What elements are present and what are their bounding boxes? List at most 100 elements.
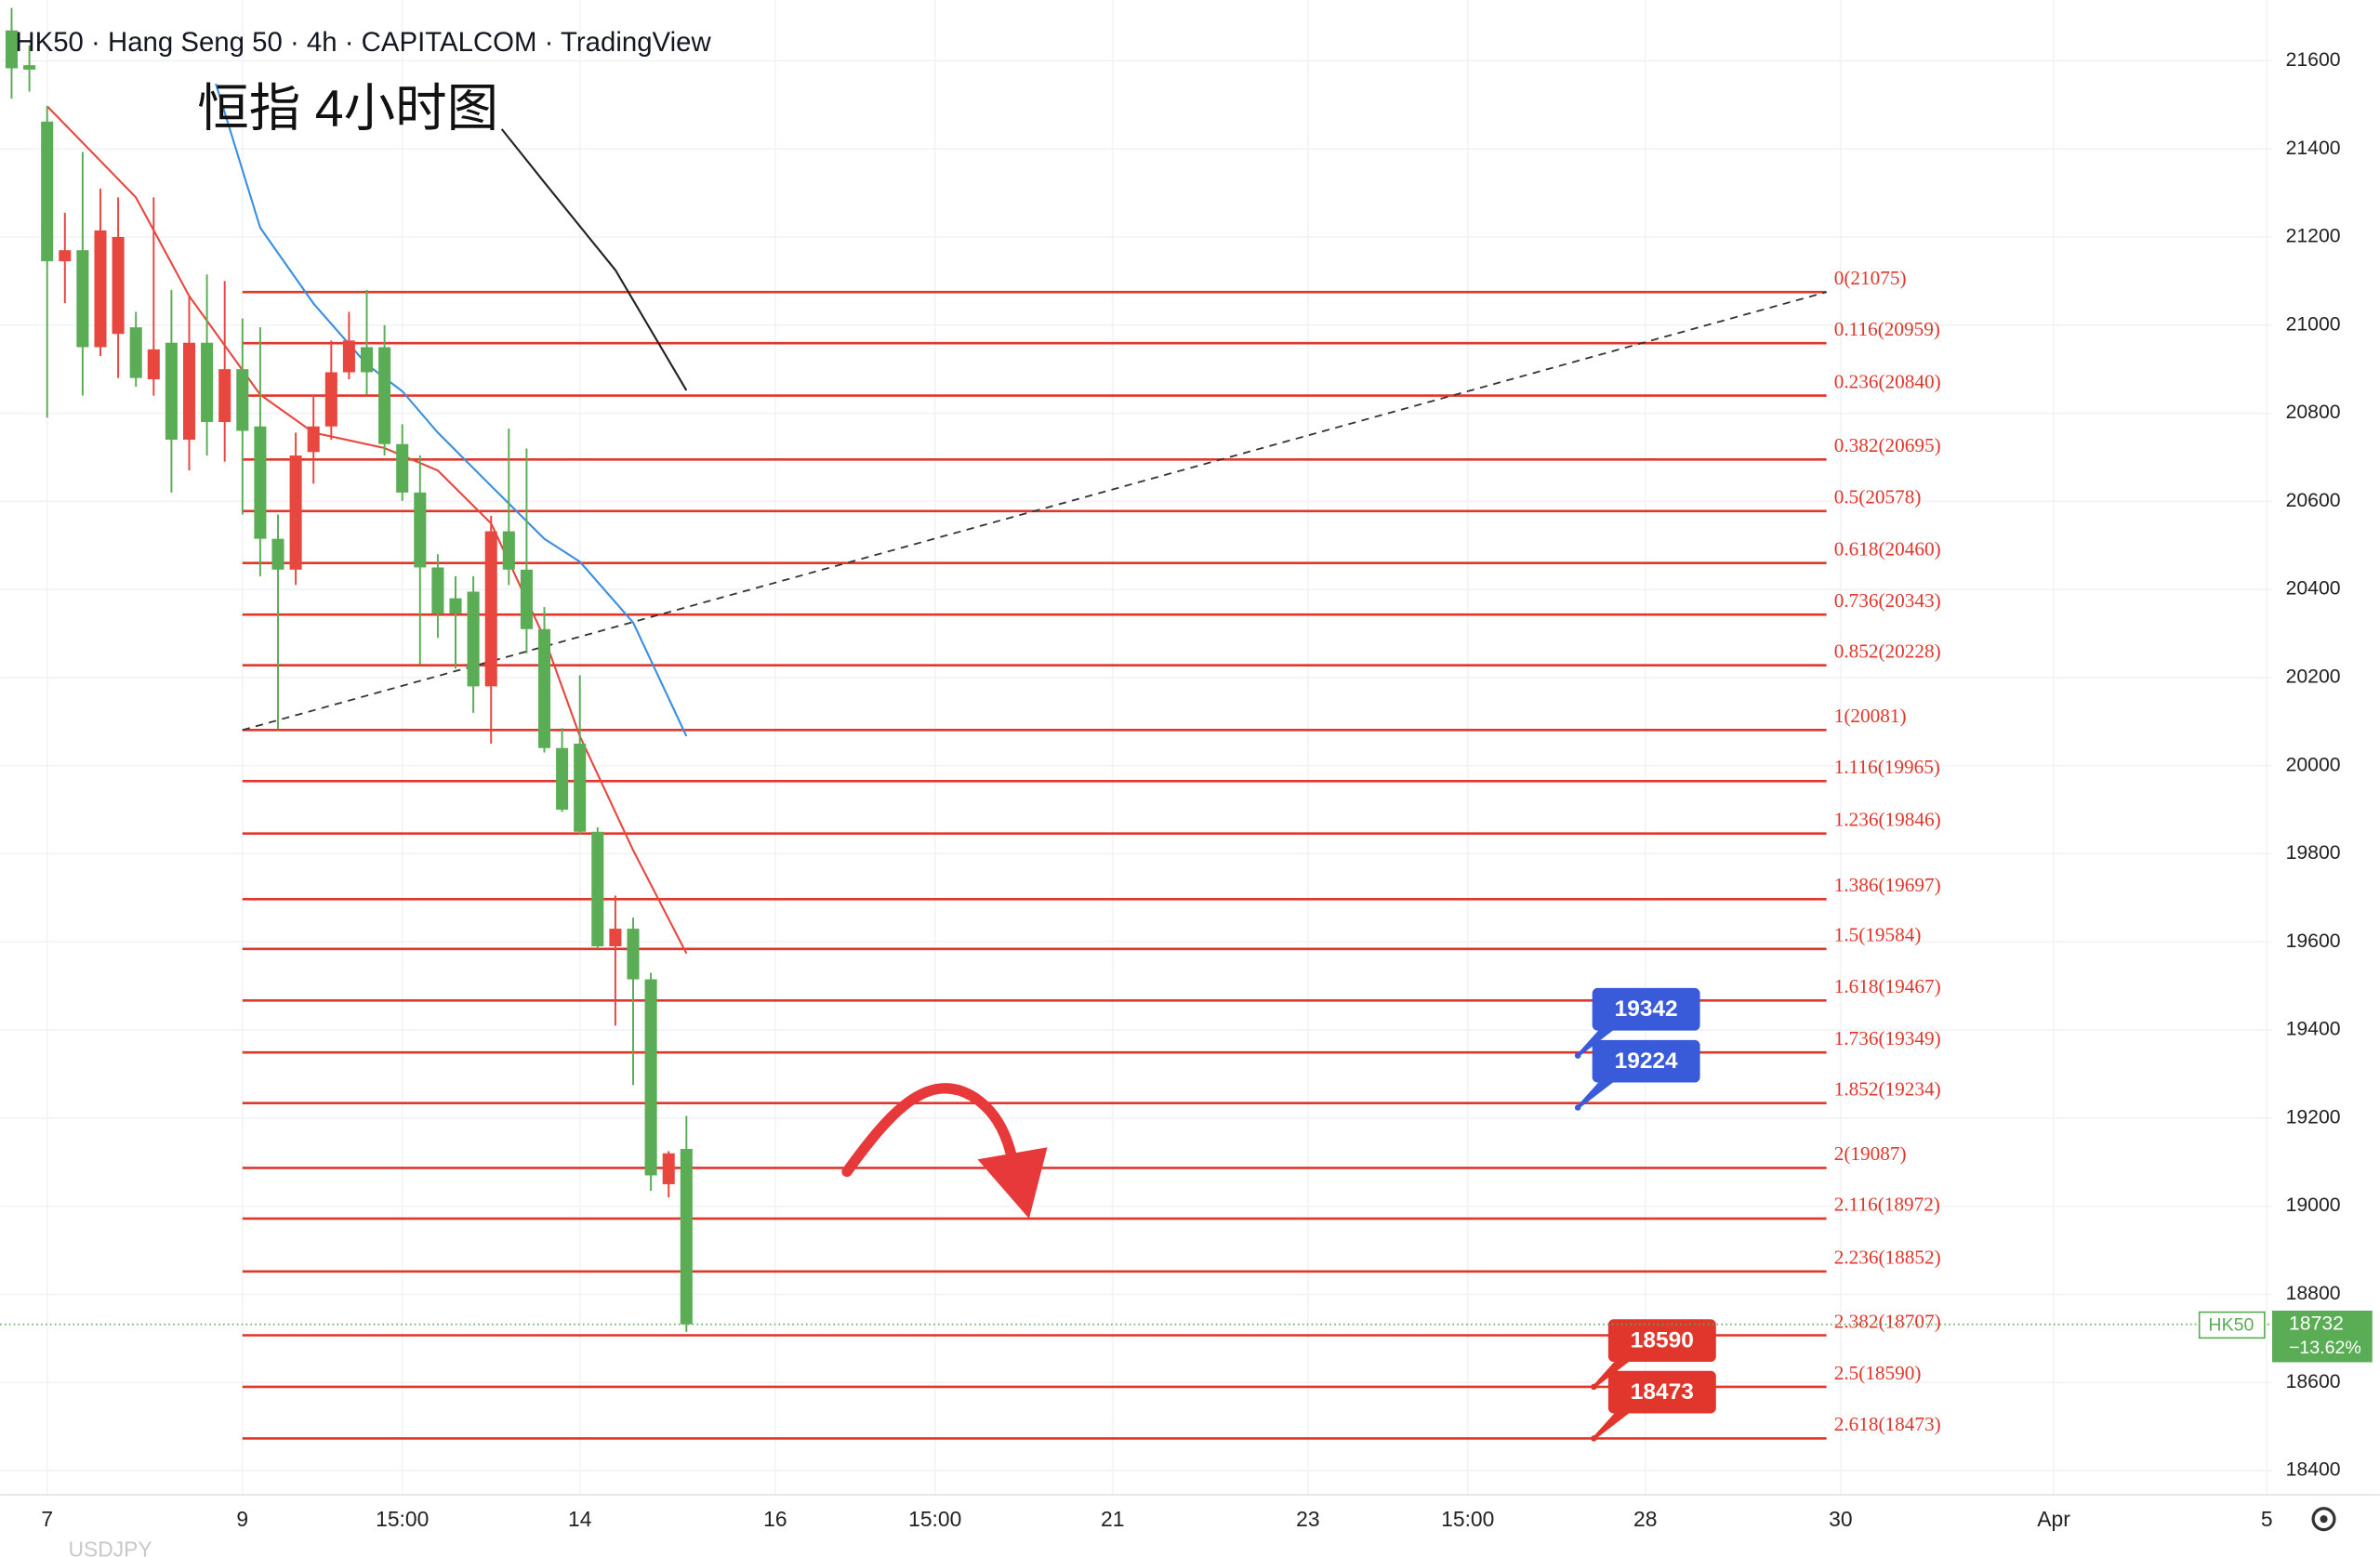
y-tick-label: 20200: [2286, 666, 2341, 688]
fib-label: 1(20081): [1834, 705, 1907, 727]
x-tick-label: 5: [2261, 1507, 2273, 1531]
callout-anchor: [1574, 1052, 1581, 1059]
x-tick-label: Apr: [2037, 1507, 2070, 1531]
x-tick-label: 30: [1829, 1507, 1852, 1531]
candle-body: [94, 230, 107, 348]
chart-title: HK50 · Hang Seng 50 · 4h · CAPITALCOM · …: [15, 27, 711, 58]
arrow-head: [977, 1147, 1048, 1219]
candle-body: [680, 1149, 693, 1325]
x-tick-label: 7: [41, 1507, 53, 1531]
candle-body: [41, 121, 54, 262]
callout-box: [1607, 1370, 1716, 1414]
fib-label: 1.236(19846): [1834, 809, 1941, 831]
callout-label: 19342: [1615, 996, 1678, 1022]
candle-body: [644, 979, 657, 1176]
fib-label: 2(19087): [1834, 1142, 1907, 1165]
fib-label: 1.852(19234): [1834, 1078, 1941, 1101]
fib-label: 2.116(18972): [1834, 1194, 1940, 1216]
y-tick-label: 19800: [2286, 842, 2341, 864]
settings-icon[interactable]: [2311, 1507, 2336, 1532]
candle-body: [360, 347, 374, 373]
fib-label: 1.116(19965): [1834, 756, 1940, 778]
candle-body: [254, 426, 267, 539]
candle-body: [112, 236, 125, 335]
fib-label: 1.386(19697): [1834, 874, 1941, 896]
y-tick-label: 19200: [2286, 1106, 2341, 1128]
x-tick-label: 9: [236, 1507, 248, 1531]
fib-label: 0.618(20460): [1834, 538, 1941, 561]
callout-label: 19224: [1615, 1049, 1678, 1074]
y-tick-label: 20400: [2286, 578, 2341, 600]
price-axis: [2272, 0, 2380, 1557]
y-tick-label: 18400: [2286, 1459, 2341, 1481]
candle-body: [537, 628, 551, 748]
candle-body: [574, 744, 587, 832]
candle-body: [271, 538, 284, 570]
candle-body: [147, 349, 160, 380]
candle-body: [165, 342, 178, 440]
fib-label: 0.736(20343): [1834, 589, 1941, 612]
callout-label: 18473: [1631, 1379, 1694, 1405]
fib-label: 2.382(18707): [1834, 1310, 1941, 1332]
candle-body: [467, 591, 480, 687]
x-tick-label: 16: [763, 1507, 787, 1531]
annotation: 恒指 4小时图: [197, 79, 498, 137]
y-tick-label: 19000: [2286, 1194, 2341, 1216]
y-tick-label: 21000: [2286, 313, 2341, 335]
fib-label: 2.236(18852): [1834, 1247, 1941, 1269]
candle-body: [236, 369, 249, 431]
fib-label: 0(21075): [1834, 267, 1907, 289]
axes: 18400 18600 18800 19000 19200 19400 19600 19800…: [41, 49, 2373, 1531]
fib-label: 1.5(19584): [1834, 924, 1922, 946]
candle-body: [307, 426, 320, 453]
indicator-line: [215, 83, 688, 737]
candle-body: [414, 492, 427, 568]
y-tick-label: 20600: [2286, 490, 2341, 511]
fib-label: 2.5(18590): [1834, 1362, 1922, 1384]
callout-anchor: [1574, 1104, 1581, 1111]
candle-body: [662, 1153, 675, 1184]
curved-arrow: [841, 1083, 1017, 1178]
y-tick-label: 18600: [2286, 1371, 2341, 1392]
y-tick-label: 21600: [2286, 49, 2341, 71]
fib-label: 0.236(20840): [1834, 370, 1941, 392]
callout-box: [1607, 1319, 1716, 1363]
candle-body: [23, 65, 36, 70]
trendline: [242, 291, 1827, 732]
candle-body: [609, 929, 622, 947]
x-tick-label: 14: [568, 1507, 592, 1531]
change-label: −13.62%: [2289, 1338, 2361, 1358]
candle-body: [5, 30, 19, 69]
candle-body: [556, 747, 569, 811]
callout-anchor: [1591, 1383, 1597, 1391]
time-axis: [0, 1495, 2380, 1557]
x-tick-label: 15:00: [376, 1507, 429, 1531]
fib-label: 1.736(19349): [1834, 1027, 1941, 1049]
callout-anchor: [1591, 1435, 1597, 1442]
candle-body: [484, 531, 497, 687]
candle-body: [378, 347, 391, 444]
symbol-tag-box: [2198, 1311, 2266, 1339]
x-tick-label: 23: [1296, 1507, 1319, 1531]
candle-body: [76, 250, 89, 348]
candle-body: [396, 443, 409, 493]
x-tick-label: 15:00: [908, 1507, 961, 1531]
last-price-label: 18732: [2289, 1313, 2344, 1334]
candle-body: [289, 455, 302, 570]
callout-box: [1592, 1039, 1700, 1083]
callout-box: [1592, 987, 1700, 1031]
candle-body: [627, 929, 640, 980]
y-tick-label: 19400: [2286, 1019, 2341, 1040]
x-tick-label: 28: [1633, 1507, 1657, 1531]
candle-body: [502, 531, 515, 570]
fib-label: 0.382(20695): [1834, 434, 1941, 456]
y-tick-label: 20000: [2286, 754, 2341, 775]
fib-label: 1.618(19467): [1834, 975, 1941, 997]
x-tick-label: 15:00: [1441, 1507, 1494, 1531]
footer-symbol: USDJPY: [69, 1537, 152, 1557]
indicator-line: [46, 105, 688, 955]
candle-body: [182, 342, 196, 440]
